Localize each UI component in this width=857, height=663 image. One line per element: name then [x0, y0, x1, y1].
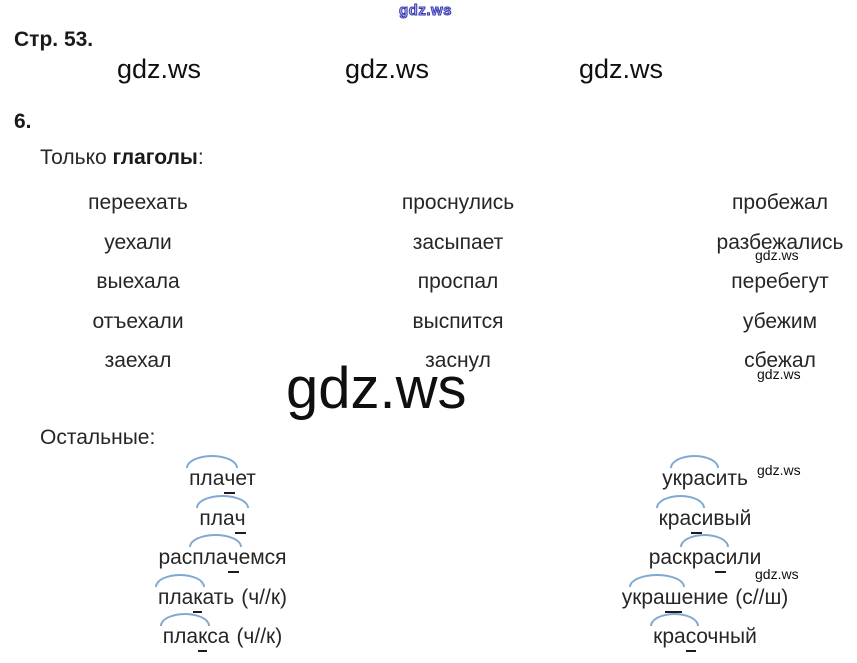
- verb-word: разбежались: [716, 230, 844, 254]
- alternating-letter-underlined: ч: [234, 507, 246, 534]
- verbs-label-suffix: :: [197, 146, 204, 169]
- verbs-label-prefix: Только: [40, 146, 113, 169]
- root-body: пла: [189, 467, 225, 490]
- verb-column-3: пробежал разбежались перебегут убежим сбежал: [690, 183, 857, 381]
- word-with-root-mark: рас красили: [545, 534, 857, 578]
- word-root: крас: [669, 455, 719, 491]
- word-root: плач: [196, 494, 249, 534]
- word-root: плак: [154, 573, 206, 613]
- root-arc-icon: [186, 455, 239, 468]
- alternation-note: (с//ш): [735, 585, 789, 609]
- word-prefix: рас: [648, 546, 683, 569]
- root-body: кра: [682, 546, 716, 569]
- verb-word: проспал: [417, 270, 499, 293]
- word-root: плач: [189, 534, 242, 573]
- word-suffix: или: [725, 546, 762, 569]
- verbs-label: Только глаголы:: [40, 146, 204, 170]
- page-title: Стр. 53.: [14, 28, 94, 51]
- alternation-note: (ч//к): [241, 585, 288, 609]
- word-with-root-mark: у крашение (с//ш): [545, 573, 857, 618]
- verb-word: заехал: [104, 349, 172, 372]
- word-column-left: плачет плач рас плачемся плакать (ч//к) плакса…: [60, 455, 385, 657]
- root-body: пла: [162, 625, 199, 648]
- word-suffix: ивый: [701, 506, 752, 530]
- alternating-letter-underlined: с: [691, 507, 702, 534]
- root-body: кра: [632, 585, 665, 609]
- word-with-root-mark: плач: [60, 494, 385, 539]
- root-body: пла: [192, 546, 228, 569]
- word-root: краш: [629, 573, 685, 613]
- word-suffix: ение: [681, 585, 729, 609]
- word-with-root-mark: красочный: [545, 613, 857, 657]
- verb-word: засыпает: [412, 230, 504, 254]
- verb-word: проснулись: [401, 191, 515, 214]
- verb-word: переехать: [88, 191, 188, 214]
- word-prefix: у: [621, 585, 633, 609]
- word-with-root-mark: плачет: [60, 455, 385, 499]
- word-root: крас: [679, 534, 729, 573]
- word-suffix: емся: [238, 546, 287, 569]
- verb-word: выспится: [412, 309, 504, 333]
- watermark: gdz.ws: [117, 54, 202, 84]
- verb-word: заснул: [425, 349, 491, 372]
- verb-word: сбежал: [744, 349, 816, 372]
- watermark-top: gdz.ws: [398, 2, 453, 20]
- alternating-letter-underlined: ш: [664, 586, 682, 613]
- alternating-letter-underlined: к: [193, 586, 203, 613]
- word-root: плак: [159, 613, 211, 652]
- word-root: крас: [650, 613, 700, 652]
- verb-word: убежим: [742, 309, 818, 333]
- verbs-label-bold: глаголы: [112, 146, 198, 169]
- word-with-root-mark: рас плачемся: [60, 534, 385, 578]
- watermark: gdz.ws: [579, 54, 664, 84]
- watermark-large: gdz.ws: [286, 356, 467, 421]
- alternating-letter-underlined: ч: [227, 546, 239, 573]
- word-prefix: рас: [158, 546, 193, 569]
- verb-word: уехали: [104, 230, 172, 254]
- word-suffix: ет: [235, 467, 256, 490]
- word-with-root-mark: у красить: [545, 455, 857, 499]
- watermark-small: gdz.ws: [757, 366, 801, 382]
- root-body: кра: [653, 625, 686, 648]
- section-number: 6.: [14, 110, 32, 133]
- watermark: gdz.ws: [345, 54, 430, 84]
- verb-column-1: переехать уехали выехала отъехали заехал: [28, 183, 248, 381]
- word-root: плач: [186, 455, 239, 494]
- verb-column-2: проснулись засыпает проспал выспится заснул: [348, 183, 568, 381]
- watermark-small: gdz.ws: [757, 462, 801, 478]
- word-suffix: очный: [696, 625, 757, 648]
- verb-word: отъехали: [92, 309, 184, 333]
- alternating-letter-underlined: к: [198, 625, 208, 652]
- word-suffix: ить: [715, 467, 748, 490]
- word-suffix: са: [207, 625, 230, 648]
- others-label: Остальные:: [40, 426, 156, 449]
- word-column-right: у красить красивый рас красили у крашение (с//ш…: [545, 455, 857, 657]
- root-body: кра: [658, 506, 692, 530]
- watermark-small: gdz.ws: [755, 247, 799, 263]
- watermark-small: gdz.ws: [755, 566, 799, 582]
- verb-word: пробежал: [732, 191, 828, 214]
- alternating-letter-underlined: ч: [224, 467, 236, 494]
- word-root: крас: [655, 494, 705, 534]
- verb-word: выехала: [96, 270, 180, 293]
- root-body: пла: [157, 585, 194, 609]
- word-with-root-mark: плакать (ч//к): [60, 573, 385, 618]
- alternating-letter-underlined: с: [715, 546, 726, 573]
- root-last-letter: с: [705, 467, 716, 490]
- word-prefix: у: [662, 467, 673, 490]
- word-suffix: ать: [202, 585, 235, 609]
- word-with-root-mark: красивый: [545, 494, 857, 539]
- word-with-root-mark: плакса (ч//к): [60, 613, 385, 657]
- root-body: кра: [672, 467, 706, 490]
- alternation-note: (ч//к): [236, 625, 283, 648]
- root-body: пла: [199, 506, 235, 530]
- verb-word: перебегут: [731, 270, 829, 293]
- root-arc-icon: [669, 455, 719, 468]
- alternating-letter-underlined: с: [685, 625, 697, 652]
